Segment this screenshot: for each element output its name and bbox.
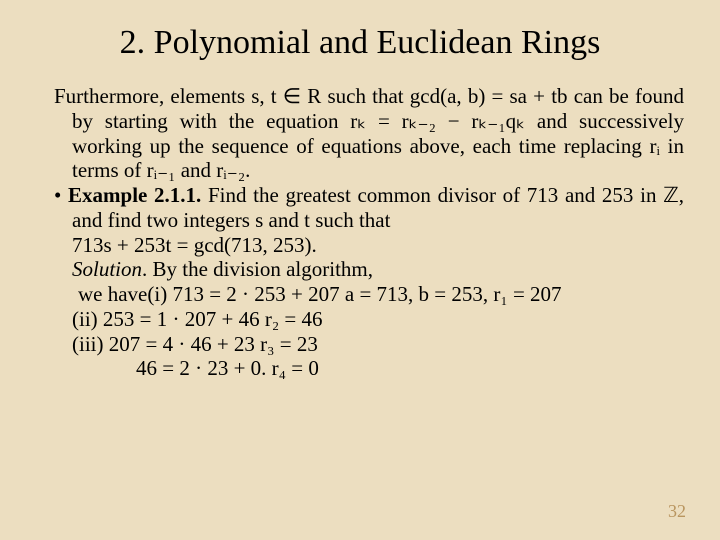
- solution-text: . By the division algorithm,: [142, 257, 373, 281]
- slide-title: 2. Polynomial and Euclidean Rings: [36, 24, 684, 62]
- equation-line: 713s + 253t = gcd(713, 253).: [36, 233, 684, 258]
- solution-label: Solution: [72, 257, 142, 281]
- step-iv: 46 = 2 · 23 + 0. r₄ = 0: [36, 356, 684, 381]
- slide-container: 2. Polynomial and Euclidean Rings Furthe…: [0, 0, 720, 540]
- step-iii: (iii) 207 = 4 · 46 + 23 r₃ = 23: [36, 332, 684, 357]
- page-number: 32: [668, 501, 686, 522]
- slide-body: Furthermore, elements s, t ∈ R such that…: [36, 84, 684, 381]
- solution-line: Solution. By the division algorithm,: [36, 257, 684, 282]
- step-ii: (ii) 253 = 1 · 207 + 46 r₂ = 46: [36, 307, 684, 332]
- example-block: • Example 2.1.1. Find the greatest commo…: [36, 183, 684, 233]
- paragraph-intro: Furthermore, elements s, t ∈ R such that…: [36, 84, 684, 183]
- example-label: Example 2.1.1.: [68, 183, 201, 207]
- step-i: we have(i) 713 = 2 · 253 + 207 a = 713, …: [36, 282, 684, 307]
